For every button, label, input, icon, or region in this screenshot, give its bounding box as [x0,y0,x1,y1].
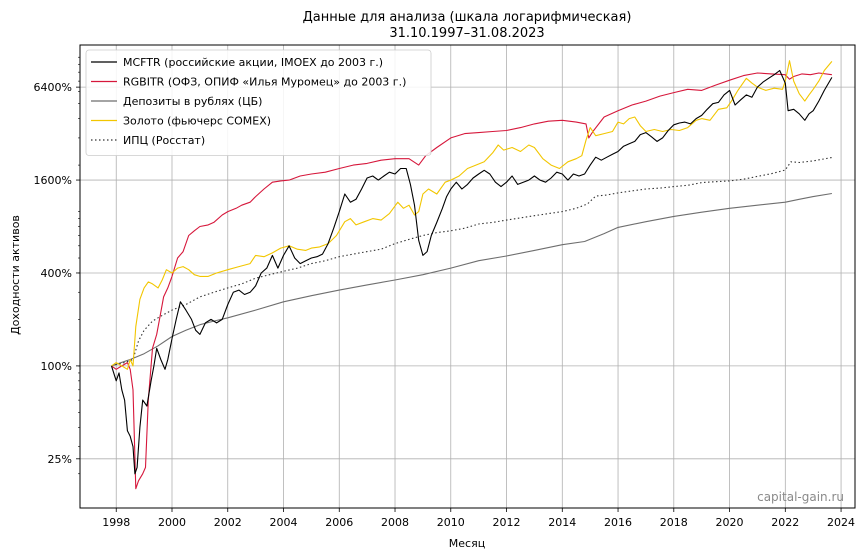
legend-label: RGBITR (ОФЗ, ОПИФ «Илья Муромец» до 2003… [123,76,406,89]
watermark: capital-gain.ru [757,490,844,504]
x-tick-label: 2000 [158,516,186,529]
x-tick-label: 2006 [325,516,353,529]
x-tick-label: 2012 [493,516,521,529]
y-tick-label: 100% [41,360,72,373]
legend-box [85,49,432,156]
x-tick-label: 2016 [604,516,632,529]
x-tick-label: 2008 [381,516,409,529]
legend-label: MCFTR (российские акции, IMOEX до 2003 г… [123,56,383,69]
x-tick-label: 2010 [437,516,465,529]
series-line-1 [110,69,833,475]
chart-title: Данные для анализа (шкала логарифмическа… [303,10,632,25]
x-tick-label: 2002 [214,516,242,529]
chart-subtitle: 31.10.1997–31.08.2023 [389,26,544,41]
y-tick-label: 6400% [34,81,72,94]
x-axis-label: Месяц [449,537,485,550]
x-axis: 1998 2000 2002 2004 2006 2008 2010 2012 2014 2016… [102,508,855,529]
x-tick-label: 2022 [771,516,799,529]
y-tick-label: 400% [41,267,72,280]
legend-label: ИПЦ (Росстат) [123,134,205,147]
series-line-3 [111,192,832,367]
x-tick-label: 2018 [660,516,688,529]
legend-label: Золото (фьючерс COMEX) [123,115,271,128]
x-tick-label: 2020 [716,516,744,529]
y-axis: 25% 100% 400% 1600% 6400% [34,56,80,475]
x-tick-label: 2014 [548,516,576,529]
y-tick-label: 1600% [34,174,72,187]
series-line-5 [111,156,832,367]
y-axis-label: Доходности активов [9,215,22,335]
x-tick-label: 2004 [270,516,298,529]
x-tick-label: 2024 [827,516,855,529]
series-line-4 [111,60,833,370]
series-layer [110,60,833,490]
series-line-2 [111,72,832,490]
y-tick-label: 25% [48,453,72,466]
x-tick-label: 1998 [102,516,130,529]
legend: MCFTR (российские акции, IMOEX до 2003 г… [85,49,432,156]
legend-label: Депозиты в рублях (ЦБ) [123,95,262,108]
plot-frame [79,44,856,509]
